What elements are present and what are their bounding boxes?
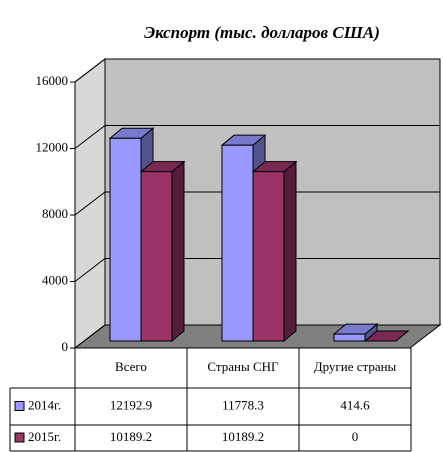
bar-side: [283, 160, 297, 343]
grid-line: [74, 191, 440, 216]
table-value: 414.6: [340, 397, 370, 412]
y-tick-label: 4000: [42, 272, 68, 287]
bar: [221, 144, 254, 342]
grid-line: [74, 125, 440, 149]
grid-line: [74, 58, 440, 83]
bar-side: [171, 160, 185, 343]
table-value: 10189.2: [110, 429, 152, 444]
legend-swatch: [14, 432, 25, 443]
x-tick-label: Другие страны: [314, 359, 397, 374]
legend-label: 2015г.: [28, 429, 61, 444]
chart-title: Экспорт (тыс. долларов США): [144, 23, 380, 42]
bar-top: [363, 330, 410, 342]
table-value: 0: [352, 429, 359, 444]
grid-line: [74, 258, 440, 282]
y-tick-label: 0: [62, 339, 69, 354]
legend-label: 2014г.: [28, 397, 61, 412]
table-value: 12192.9: [110, 397, 152, 412]
y-tick-label: 8000: [42, 206, 68, 221]
y-tick-label: 16000: [36, 73, 69, 88]
bar: [109, 137, 142, 342]
y-tick-label: 12000: [36, 139, 69, 154]
table-value: 11778.3: [222, 397, 264, 412]
bar: [252, 171, 285, 342]
bar: [333, 333, 366, 342]
table-value: 10189.2: [222, 429, 264, 444]
x-tick-label: Страны СНГ: [207, 359, 279, 374]
bar: [140, 171, 173, 342]
x-tick-label: Всего: [115, 359, 147, 374]
grid-line: [74, 324, 440, 349]
legend-swatch: [14, 401, 25, 411]
